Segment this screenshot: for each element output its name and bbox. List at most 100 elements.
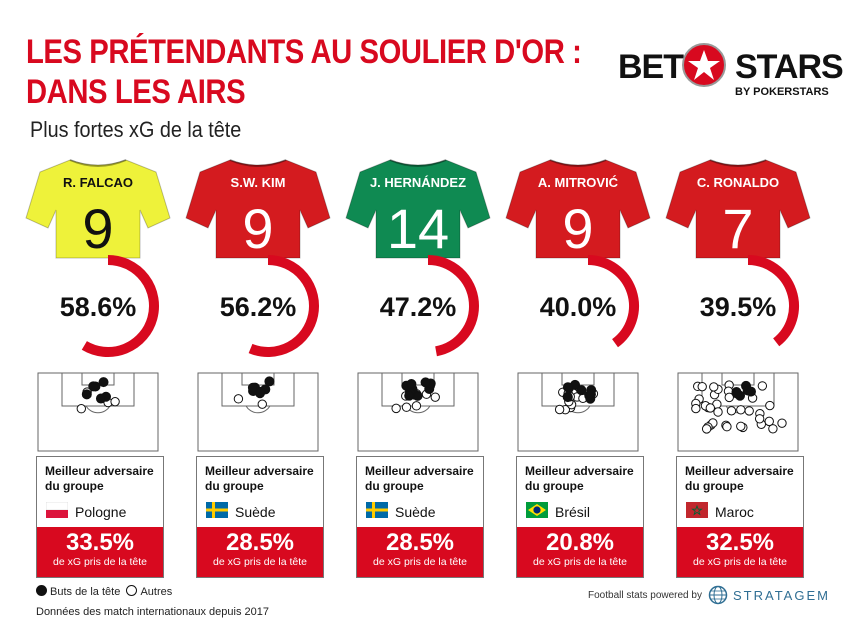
shot-other — [233, 394, 244, 404]
opponent-stat-panel: 33.5% de xG pris de la tête — [37, 527, 163, 577]
xg-percentage-label: 40.0% — [540, 292, 617, 322]
player-name: A. MITROVIĆ — [538, 175, 619, 190]
shot-other — [724, 392, 734, 403]
shot-other — [726, 406, 737, 416]
sweden-flag-icon — [206, 502, 228, 518]
logo-stars-text: STARS — [735, 48, 844, 86]
globe-icon — [708, 585, 728, 605]
opponent-stat-panel: 20.8% de xG pris de la tête — [517, 527, 643, 577]
opponent-stat-panel: 28.5% de xG pris de la tête — [197, 527, 323, 577]
opponent-xg-label: de xG pris de la tête — [373, 556, 467, 568]
penalty-arc — [85, 405, 111, 414]
legend-others: Autres — [140, 586, 173, 598]
betstars-logo: BET STARS BY POKERSTARS — [618, 43, 844, 103]
opponent-xg-percentage: 20.8% — [545, 529, 615, 556]
opponent-xg-label: de xG pris de la tête — [693, 556, 787, 568]
shot-other — [768, 424, 778, 434]
shot-other — [777, 418, 787, 428]
opponent-xg-percentage: 33.5% — [65, 529, 135, 556]
opponent-xg-percentage: 28.5% — [385, 529, 455, 556]
shot-other — [705, 403, 716, 413]
opponent-heading: Meilleur adversaire du groupe — [685, 464, 794, 494]
opponent-country: Suède — [235, 504, 276, 520]
donut-arc — [81, 255, 159, 357]
shot-other — [744, 406, 754, 416]
shot-header — [404, 390, 415, 401]
shot-other — [736, 421, 746, 432]
jersey-collar — [709, 159, 767, 167]
shot-header — [255, 386, 266, 397]
opponent-heading: Meilleur adversaire du groupe — [525, 464, 634, 494]
shot-header — [406, 379, 417, 390]
shot-other — [764, 416, 774, 427]
shot-header — [81, 389, 92, 400]
opponent-heading-line1: Meilleur adversaire — [685, 464, 794, 478]
legend-headers: Buts de la tête — [50, 586, 121, 598]
opponent-card: Meilleur adversaire du groupe Brésil 20.8% d… — [516, 456, 644, 578]
donut-arc — [248, 255, 319, 357]
opponent-stat-panel: 32.5% de xG pris de la tête — [677, 527, 803, 577]
player-5: C. RONALDO 7 39.5% — [665, 159, 811, 452]
shot-other — [554, 404, 565, 415]
opponent-country: Suède — [395, 504, 436, 520]
shot-other — [765, 400, 775, 411]
title-line-1: LES PRÉTENDANTS AU SOULIER D'OR : — [26, 33, 582, 71]
six-yard-box — [721, 372, 755, 386]
shot-header — [247, 382, 258, 393]
shot-other — [411, 401, 422, 411]
xg-percentage-label: 56.2% — [220, 292, 297, 322]
shot-other — [257, 399, 267, 409]
shot-other — [391, 403, 401, 414]
opponent-heading: Meilleur adversaire du groupe — [365, 464, 474, 494]
shot-other — [757, 381, 768, 391]
shot-header — [420, 377, 431, 388]
opponent-card: Meilleur adversaire du groupe Suède 28.5% de… — [196, 456, 324, 578]
opponent-country: Brésil — [555, 504, 591, 520]
jersey-number: 9 — [562, 197, 593, 260]
opponent-country: Maroc — [715, 504, 754, 520]
logo-by-text: BY POKERSTARS — [735, 86, 829, 98]
jersey-number: 7 — [722, 197, 753, 260]
jersey-number: 9 — [242, 197, 273, 260]
shot-other — [709, 382, 719, 392]
opponent-heading-line1: Meilleur adversaire — [525, 464, 634, 478]
six-yard-box — [401, 372, 435, 386]
shot-header — [576, 385, 587, 396]
opponent-card: Meilleur adversaire du groupe Pologne 33.5%… — [36, 456, 164, 578]
shot-header — [98, 377, 109, 388]
shot-other — [722, 422, 732, 432]
penalty-arc — [245, 405, 271, 414]
jersey — [25, 159, 171, 259]
shot-header — [731, 388, 742, 399]
jersey-number: 9 — [82, 197, 113, 260]
poland-flag-icon — [46, 502, 68, 518]
legend-hollow-dot-icon — [126, 585, 138, 596]
jersey-collar — [229, 159, 287, 167]
opponent-country: Pologne — [75, 504, 127, 520]
jersey — [505, 159, 651, 259]
opponent-heading: Meilleur adversaire du groupe — [45, 464, 154, 494]
chart-title: LES PRÉTENDANTS AU SOULIER D'OR : DANS L… — [26, 32, 582, 112]
jersey — [345, 159, 491, 259]
shot-other — [401, 402, 412, 412]
opponent-heading-line2: du groupe — [685, 479, 744, 493]
legend-filled-dot-icon — [36, 585, 47, 596]
title-line-2: DANS LES AIRS — [26, 73, 246, 111]
shot-header — [95, 393, 106, 404]
morocco-flag-icon — [686, 502, 708, 518]
player-name: R. FALCAO — [63, 175, 133, 190]
xg-percentage-label: 47.2% — [380, 292, 457, 322]
sweden-flag-icon — [366, 502, 388, 518]
jersey-number: 14 — [387, 197, 449, 260]
jersey-collar — [549, 159, 607, 167]
jersey-collar — [389, 159, 447, 167]
shot-other — [713, 407, 723, 417]
opponent-heading-line2: du groupe — [525, 479, 584, 493]
opponent-heading: Meilleur adversaire du groupe — [205, 464, 314, 494]
opponent-heading-line2: du groupe — [365, 479, 424, 493]
chart-subtitle: Plus fortes xG de la tête — [30, 117, 242, 142]
opponent-xg-label: de xG pris de la tête — [53, 556, 147, 568]
player-4: A. MITROVIĆ 9 40.0% — [505, 159, 651, 452]
opponent-card: Meilleur adversaire du groupe Maroc 32.5% de… — [676, 456, 804, 578]
